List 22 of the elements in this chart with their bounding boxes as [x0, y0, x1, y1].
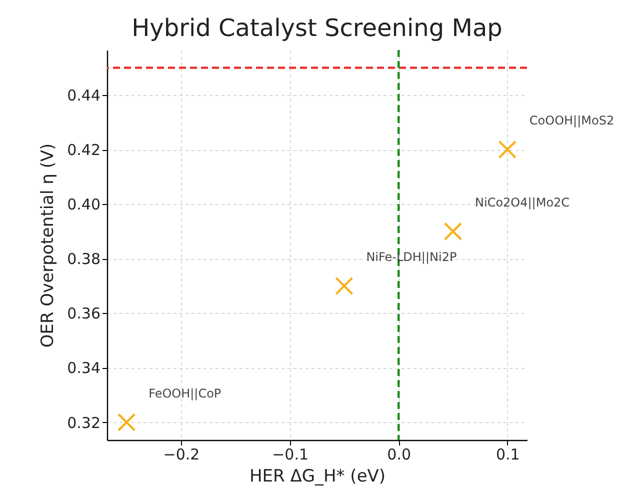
point: [444, 222, 462, 241]
annotation: NiCo2O4||Mo2C: [475, 195, 570, 210]
annotation: CoOOH||MoS2: [529, 114, 614, 128]
x-axis-title: HER ΔG_H* (eV): [249, 466, 386, 486]
y-tick-label: 0.44: [67, 86, 100, 104]
x-tick-label: 0.1: [496, 446, 520, 464]
annotation: FeOOH||CoP: [148, 386, 222, 400]
x-tick-label: −0.1: [272, 446, 309, 464]
y-tick-label: 0.40: [67, 196, 100, 214]
point: [117, 413, 136, 432]
point: [498, 140, 517, 159]
y-tick-label: 0.32: [67, 414, 100, 432]
y-tick-label: 0.36: [67, 304, 100, 323]
y-tick-label: 0.38: [67, 250, 100, 268]
point: [335, 276, 354, 296]
annotation: NiFe-LDH||Ni2P: [366, 250, 457, 264]
y-axis-title: OER Overpotential η (V): [38, 143, 58, 348]
y-tick-label: 0.34: [67, 359, 100, 378]
x-tick-label: −0.2: [163, 446, 200, 464]
y-tick-label: 0.42: [67, 141, 100, 160]
x-tick-label: 0.0: [387, 446, 412, 464]
chart-title: Hybrid Catalyst Screening Map: [132, 14, 502, 42]
